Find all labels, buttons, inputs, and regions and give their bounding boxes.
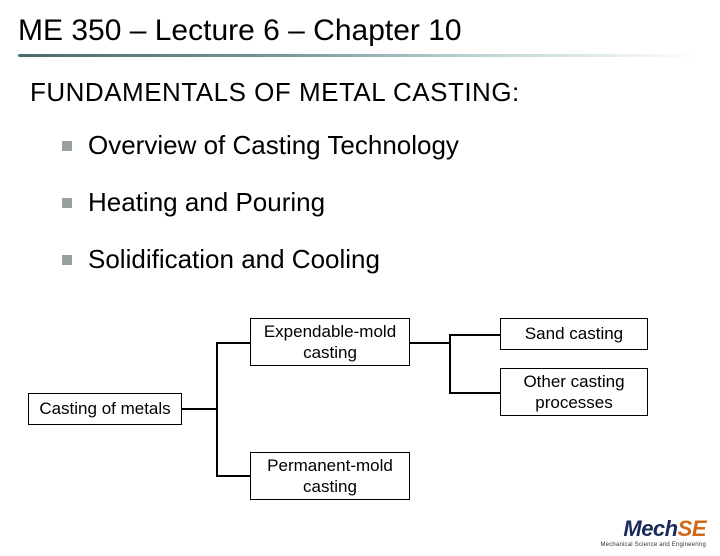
logo-part1: Mech	[623, 516, 677, 541]
slide-subtitle: FUNDAMENTALS OF METAL CASTING:	[0, 57, 720, 108]
list-item: Heating and Pouring	[62, 187, 720, 244]
bullet-text: Heating and Pouring	[88, 187, 325, 218]
tree-node-root: Casting of metals	[28, 393, 182, 425]
list-item: Solidification and Cooling	[62, 244, 720, 301]
logo-part3: E	[692, 516, 706, 541]
tree-connector	[182, 408, 216, 410]
tree-node-exp: Expendable-moldcasting	[250, 318, 410, 366]
tree-connector	[216, 342, 250, 344]
bullet-icon	[62, 198, 72, 208]
tree-connector	[449, 334, 500, 336]
tree-node-other: Other castingprocesses	[500, 368, 648, 416]
tree-connector	[449, 392, 500, 394]
tree-diagram: Casting of metals Expendable-moldcasting P…	[28, 318, 698, 518]
tree-connector	[216, 342, 218, 476]
tree-node-sand: Sand casting	[500, 318, 648, 350]
bullet-text: Solidification and Cooling	[88, 244, 380, 275]
tree-connector	[410, 342, 450, 344]
logo-part2: S	[678, 516, 692, 541]
list-item: Overview of Casting Technology	[62, 130, 720, 187]
bullet-list: Overview of Casting Technology Heating a…	[0, 108, 720, 301]
logo: MechSE Mechanical Science and Engineerin…	[600, 516, 706, 548]
bullet-text: Overview of Casting Technology	[88, 130, 459, 161]
tree-node-perm: Permanent-moldcasting	[250, 452, 410, 500]
logo-text: MechSE	[600, 516, 706, 542]
tree-connector	[216, 475, 250, 477]
bullet-icon	[62, 255, 72, 265]
bullet-icon	[62, 141, 72, 151]
slide-title: ME 350 – Lecture 6 – Chapter 10	[0, 0, 720, 54]
logo-subtitle: Mechanical Science and Engineering	[600, 542, 706, 548]
tree-connector	[449, 334, 451, 393]
